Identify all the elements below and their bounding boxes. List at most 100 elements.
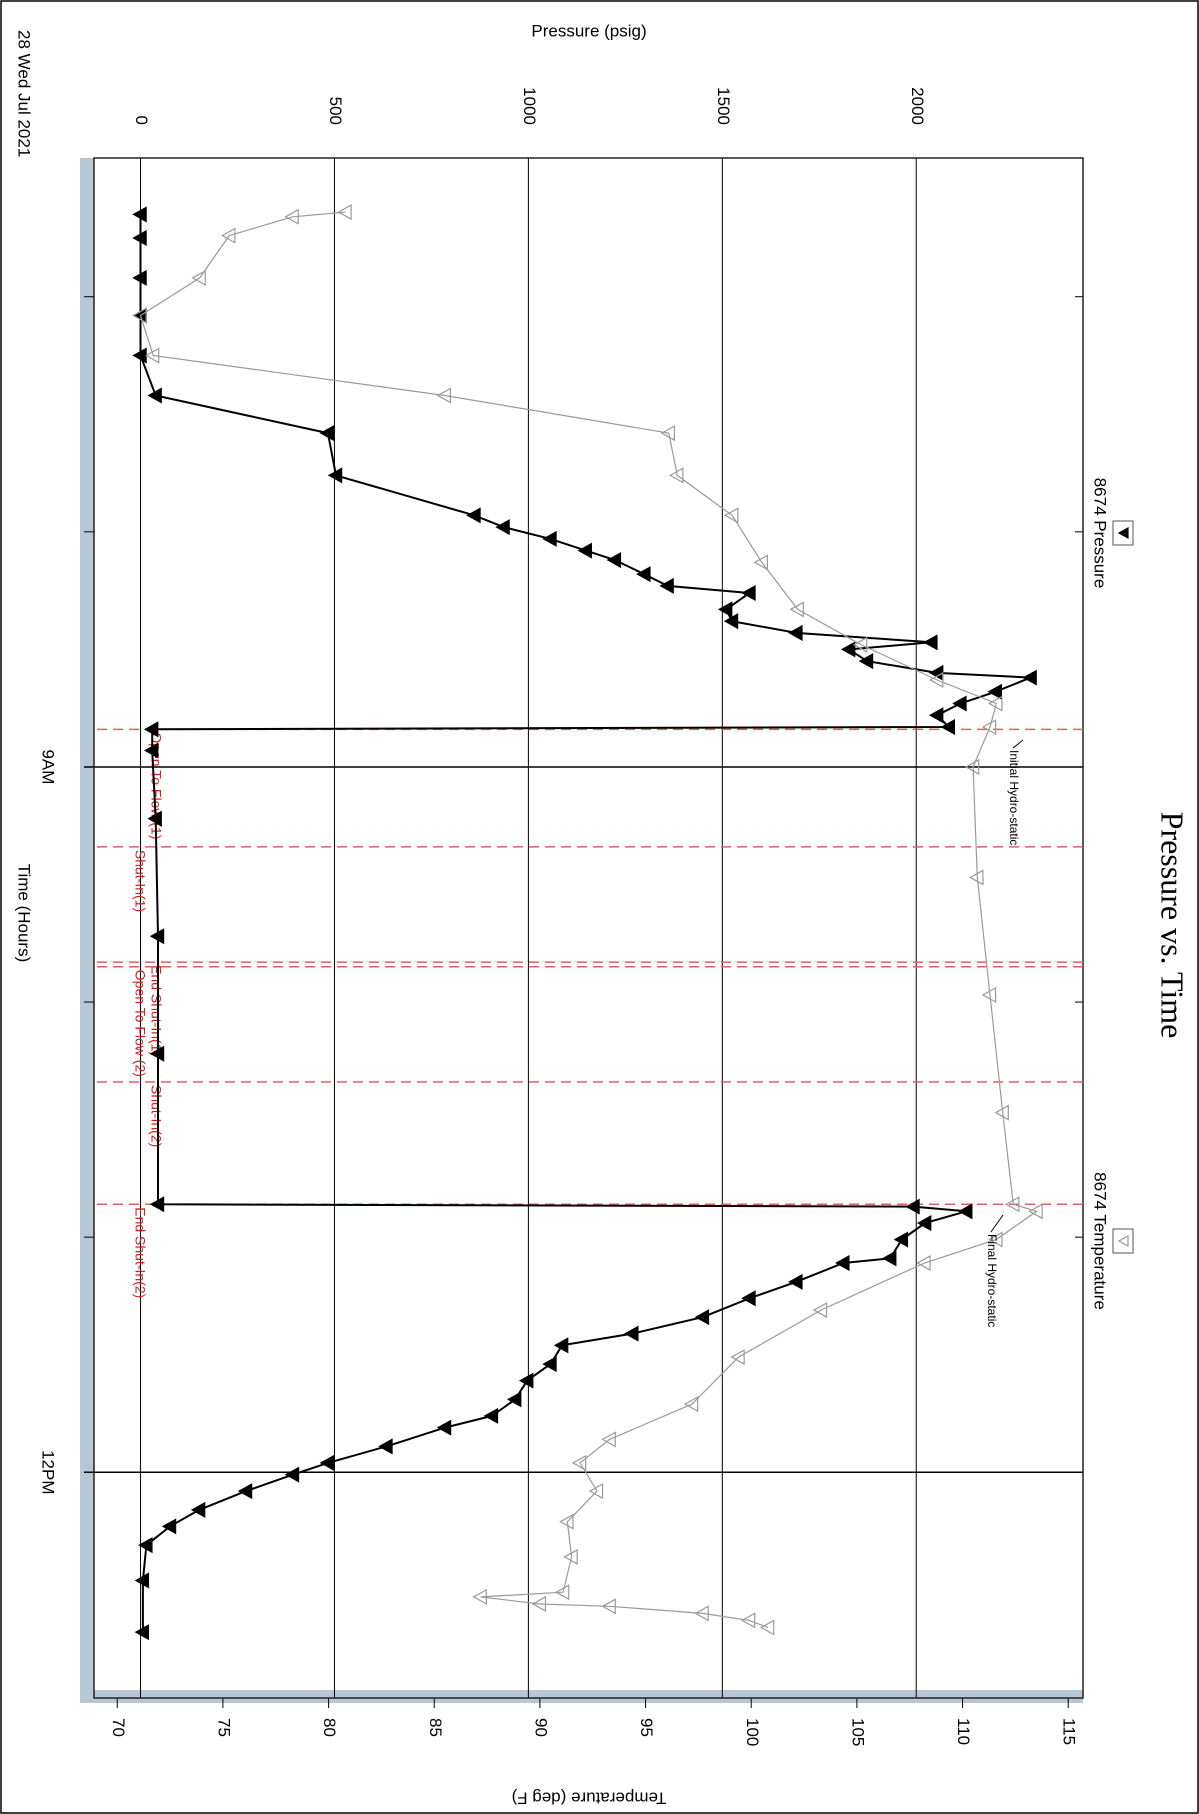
marker (923, 634, 938, 651)
marker (741, 584, 756, 601)
marker (988, 695, 1003, 712)
annotation: Final Hydro-static (985, 1234, 999, 1327)
y-axis-title: Pressure (psig) (531, 21, 646, 40)
marker (717, 601, 733, 618)
marker (1028, 1203, 1043, 1220)
y2-tick-label: 95 (637, 1718, 656, 1737)
y2-tick-label: 80 (320, 1718, 339, 1737)
marker (916, 1255, 931, 1272)
marker (940, 718, 956, 735)
marker (852, 636, 868, 653)
marker (191, 269, 206, 286)
annotation: Initial Hydro-static (1007, 750, 1021, 845)
marker (840, 641, 856, 658)
event-label: Shut-In(1) (132, 850, 148, 912)
marker (788, 624, 803, 641)
y-tick-label: 0 (132, 116, 151, 125)
marker (994, 1104, 1009, 1121)
marker (683, 1396, 699, 1413)
annotation-leader (1012, 739, 1024, 749)
axis-shadow (80, 158, 94, 1703)
marker (969, 869, 984, 886)
marker (1022, 669, 1037, 686)
marker (436, 1419, 452, 1436)
marker (147, 387, 162, 404)
marker (132, 307, 147, 324)
marker (789, 601, 804, 618)
plot-frame (93, 157, 1084, 1699)
event-label: End Shut-In(2) (132, 1207, 148, 1298)
marker (319, 425, 335, 442)
chart-title: Pressure vs. Time (1155, 812, 1191, 1039)
marker (553, 1337, 569, 1354)
marker (559, 1513, 574, 1530)
marker (952, 695, 967, 712)
marker (958, 1203, 973, 1220)
marker (1005, 1196, 1020, 1213)
y-tick-label: 1000 (520, 87, 539, 125)
marker (723, 613, 739, 630)
marker (660, 425, 676, 442)
marker (788, 1273, 803, 1290)
marker (436, 387, 451, 404)
marker (928, 707, 944, 724)
marker (518, 1372, 534, 1389)
marker (132, 269, 147, 286)
marker (149, 928, 165, 945)
y2-tick-label: 105 (848, 1718, 867, 1746)
marker (835, 1255, 850, 1272)
marker (964, 758, 980, 775)
y2-tick-label: 85 (426, 1718, 445, 1737)
y2-tick-label: 115 (1060, 1718, 1079, 1745)
y2-axis-title: Temperature (deg F) (512, 1789, 667, 1808)
marker (506, 1391, 522, 1408)
marker (636, 566, 651, 583)
marker (149, 1196, 165, 1213)
event-label: End Shut-In(1) (148, 965, 164, 1056)
marker (284, 208, 299, 225)
marker (669, 467, 684, 484)
marker (916, 1215, 932, 1232)
marker (659, 577, 674, 594)
marker (542, 1356, 557, 1373)
marker (741, 1290, 756, 1307)
date-label: 28 Wed Jul 2021 (15, 30, 34, 157)
marker (624, 1325, 639, 1342)
marker (577, 542, 592, 559)
legend-symbol (1117, 1234, 1129, 1248)
y2-tick-label: 70 (109, 1718, 128, 1737)
marker (143, 721, 159, 738)
marker (466, 507, 481, 524)
marker (723, 507, 739, 524)
y2-tick-label: 110 (954, 1718, 973, 1745)
marker (378, 1438, 393, 1455)
marker (740, 1612, 756, 1629)
series-line (139, 214, 1031, 1633)
marker (495, 519, 510, 536)
y-tick-label: 500 (326, 97, 345, 125)
marker (601, 1431, 616, 1448)
legend-label: 8674 Pressure (1091, 478, 1110, 589)
marker (905, 1198, 920, 1215)
marker (601, 1598, 616, 1615)
marker (190, 1501, 206, 1518)
marker (132, 206, 147, 223)
y-tick-label: 1500 (714, 87, 733, 125)
marker (144, 347, 160, 364)
marker (161, 1518, 177, 1535)
marker (812, 1302, 828, 1319)
marker (893, 1231, 909, 1248)
marker (472, 1588, 487, 1605)
x-axis-title: Time (Hours) (15, 864, 34, 963)
marker (730, 1349, 745, 1366)
marker (327, 467, 343, 484)
marker (542, 530, 557, 547)
marker (284, 1466, 300, 1483)
marker (753, 554, 768, 571)
series-line (139, 211, 1038, 1629)
y2-tick-label: 90 (531, 1718, 550, 1737)
marker (882, 1250, 897, 1267)
marker (149, 1045, 165, 1062)
